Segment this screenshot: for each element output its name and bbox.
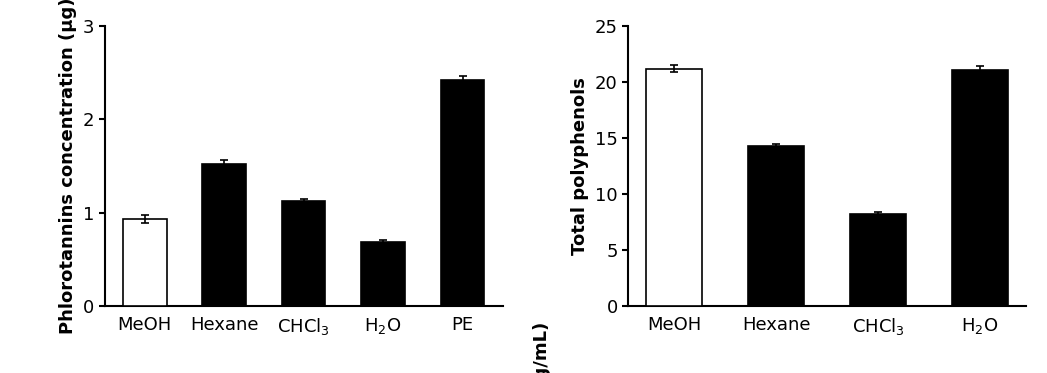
Text: (μg/mL): (μg/mL) <box>532 320 550 373</box>
Bar <box>361 242 405 306</box>
Bar <box>952 70 1008 306</box>
Bar <box>749 146 804 306</box>
Bar <box>282 201 326 306</box>
Bar <box>850 214 906 306</box>
Bar <box>441 80 485 306</box>
Y-axis label: Phlorotannins concentration (μg): Phlorotannins concentration (μg) <box>60 0 77 334</box>
Bar <box>122 219 166 306</box>
Bar <box>202 164 246 306</box>
Bar <box>646 69 703 306</box>
Y-axis label: Total polyphenols: Total polyphenols <box>572 77 589 255</box>
